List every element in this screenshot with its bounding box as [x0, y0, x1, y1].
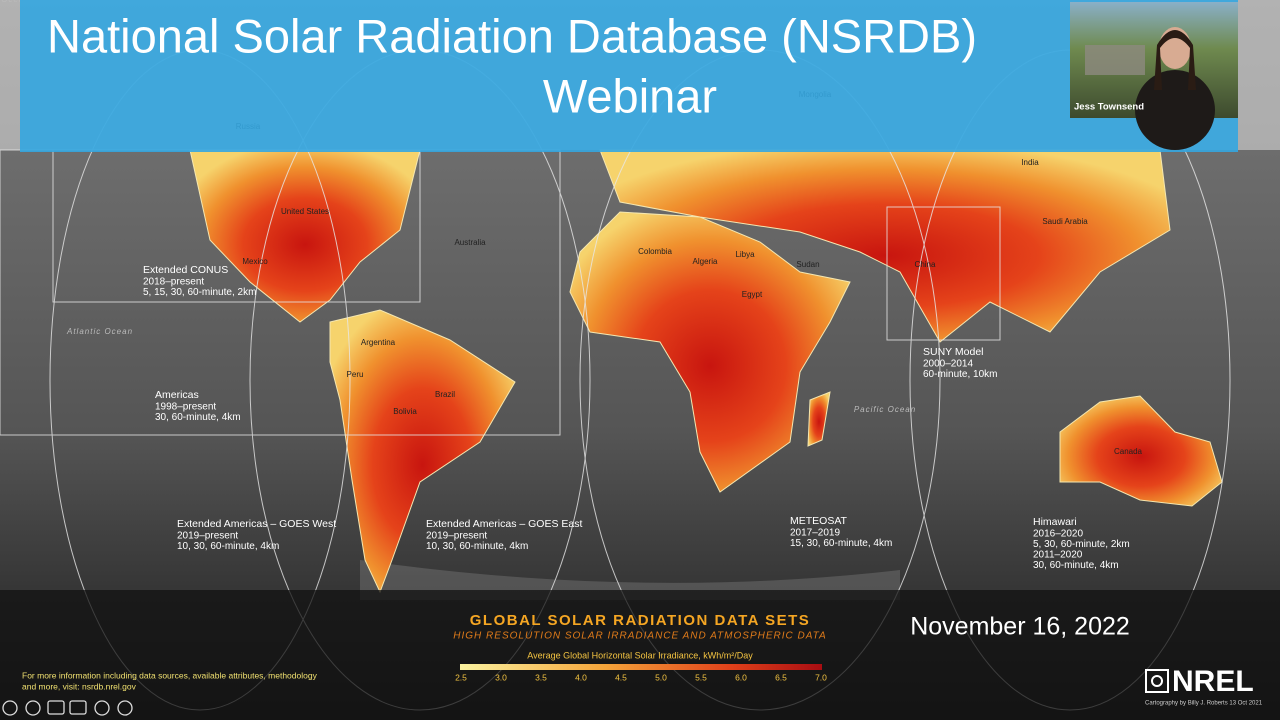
country-label: Egypt	[742, 290, 763, 299]
country-label: India	[1021, 158, 1039, 167]
country-label: China	[915, 260, 936, 269]
title-banner	[20, 0, 1238, 152]
video-tile: Jess Townsend	[1070, 2, 1238, 150]
region-detail: 2011–2020	[1033, 550, 1083, 561]
region-name: Extended Americas – GOES East	[426, 518, 582, 530]
map-title: Global Solar Radiation Data Sets	[470, 612, 811, 629]
legend-tick-label: 3.0	[495, 672, 507, 682]
toolbar	[2, 700, 133, 716]
video-button[interactable]	[69, 700, 87, 715]
title-line: Webinar	[543, 69, 717, 122]
continents	[189, 149, 1223, 594]
pen-button[interactable]	[25, 700, 41, 716]
country-label: Bolivia	[393, 407, 417, 416]
country-label: Algeria	[693, 257, 718, 266]
region-detail: 2016–2020	[1033, 529, 1083, 540]
country-label: Colombia	[638, 247, 672, 256]
country-label: Saudi Arabia	[1042, 217, 1088, 226]
region-detail: 2019–present	[177, 531, 238, 542]
legend-title: Average Global Horizontal Solar Irradian…	[527, 650, 753, 660]
prev-button[interactable]	[2, 700, 18, 716]
legend-tick-label: 5.5	[695, 672, 707, 682]
region-name: Himawari	[1033, 516, 1077, 528]
ocean-label: Indian Ocean	[0, 0, 30, 4]
info-line: For more information including data sour…	[22, 670, 318, 680]
legend-tick-label: 4.5	[615, 672, 627, 682]
region-name: SUNY Model	[923, 346, 984, 358]
region-detail: 2019–present	[426, 531, 487, 542]
region-detail: 15, 30, 60-minute, 4km	[790, 538, 892, 549]
legend-tick-label: 4.0	[575, 672, 587, 682]
region-name: Extended CONUS	[143, 264, 228, 276]
country-label: Libya	[735, 250, 755, 259]
country-label: Peru	[347, 370, 364, 379]
legend-bar	[460, 664, 822, 670]
legend-tick-label: 6.5	[775, 672, 787, 682]
map-subtitle: High Resolution Solar Irradiance and Atm…	[453, 631, 826, 642]
legend-tick-label: 7.0	[815, 672, 827, 682]
region-detail: 60-minute, 10km	[923, 369, 997, 380]
legend-tick-label: 5.0	[655, 672, 667, 682]
logo-mark	[1145, 669, 1169, 693]
legend-tick-label: 6.0	[735, 672, 747, 682]
region-detail: 10, 30, 60-minute, 4km	[426, 541, 528, 552]
region-name: Americas	[155, 389, 199, 401]
region-detail: 10, 30, 60-minute, 4km	[177, 541, 279, 552]
region-detail: 2017–2019	[790, 528, 840, 539]
legend-tick-label: 3.5	[535, 672, 547, 682]
bottom-band	[0, 590, 1280, 720]
credit: Cartography by Billy J. Roberts 13 Oct 2…	[1145, 701, 1263, 707]
country-label: Argentina	[361, 338, 396, 347]
country-label: United States	[281, 207, 329, 216]
logo: NREL	[1172, 665, 1254, 698]
legend-ticks: 2.5 3.0 3.5 4.0 4.5 5.0 5.5 6.0 6.5 7.0	[455, 672, 827, 682]
region-name: METEOSAT	[790, 515, 848, 527]
more-button[interactable]	[94, 700, 110, 716]
ocean-label: Atlantic Ocean	[66, 327, 133, 336]
country-label: Australia	[454, 238, 486, 247]
country-label: Canada	[1114, 447, 1143, 456]
region-detail: 5, 30, 60-minute, 2km	[1033, 539, 1130, 550]
region-detail: 2018–present	[143, 277, 204, 288]
title-line: National Solar Radiation Database (NSRDB…	[47, 9, 977, 62]
legend-tick-label: 2.5	[455, 672, 467, 682]
region-name: Extended Americas – GOES West	[177, 518, 336, 530]
captions-button[interactable]	[47, 700, 65, 715]
info-line: and more, visit: nsrdb.nrel.gov	[22, 681, 137, 691]
country-label: Sudan	[796, 260, 819, 269]
region-detail: 1998–present	[155, 402, 216, 413]
next-button[interactable]	[117, 700, 133, 716]
region-detail: 2000–2014	[923, 359, 973, 370]
region-detail: 30, 60-minute, 4km	[155, 412, 241, 423]
region-detail: 30, 60-minute, 4km	[1033, 560, 1119, 571]
participant-name: Jess Townsend	[1074, 102, 1144, 113]
country-label: Brazil	[435, 390, 455, 399]
country-label: Mexico	[242, 257, 268, 266]
region-detail: 5, 15, 30, 60-minute, 2km	[143, 287, 256, 298]
date: November 16, 2022	[910, 613, 1130, 641]
ocean-label: Pacific Ocean	[854, 405, 916, 414]
